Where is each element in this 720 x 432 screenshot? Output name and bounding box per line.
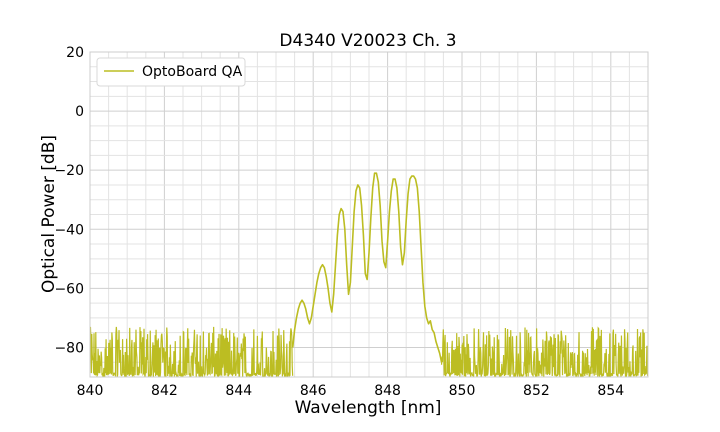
noise-floor-right — [440, 326, 648, 377]
legend-entry: OptoBoard QA — [142, 64, 243, 80]
y-axis-ticks: 20 0 −20 −40 −60 −80 — [54, 45, 84, 356]
plot-frame — [89, 51, 649, 378]
x-tick-label: 854 — [597, 383, 624, 399]
y-axis-label: Optical Power [dB] — [39, 135, 59, 293]
x-tick-label: 848 — [374, 383, 401, 399]
chart-title: D4340 V20023 Ch. 3 — [279, 31, 456, 51]
x-tick-label: 846 — [300, 383, 327, 399]
x-tick-label: 852 — [523, 383, 550, 399]
y-tick-label: −80 — [54, 340, 84, 356]
x-tick-label: 844 — [225, 383, 252, 399]
x-axis-label: Wavelength [nm] — [295, 398, 442, 418]
x-tick-label: 850 — [449, 383, 476, 399]
x-tick-label: 840 — [77, 383, 104, 399]
y-tick-label: −60 — [54, 281, 84, 297]
legend: OptoBoard QA — [96, 57, 246, 87]
y-tick-label: 0 — [75, 104, 84, 120]
noise-floor-left — [90, 326, 294, 377]
y-tick-label: −40 — [54, 222, 84, 238]
x-axis-ticks: 840 842 844 846 848 850 852 854 — [77, 383, 625, 399]
y-tick-label: 20 — [66, 45, 84, 61]
y-tick-label: −20 — [54, 163, 84, 179]
legend-box — [96, 57, 246, 87]
x-tick-label: 842 — [151, 383, 178, 399]
data-layer — [90, 172, 648, 377]
series-line-optoboard-qa — [291, 172, 443, 363]
